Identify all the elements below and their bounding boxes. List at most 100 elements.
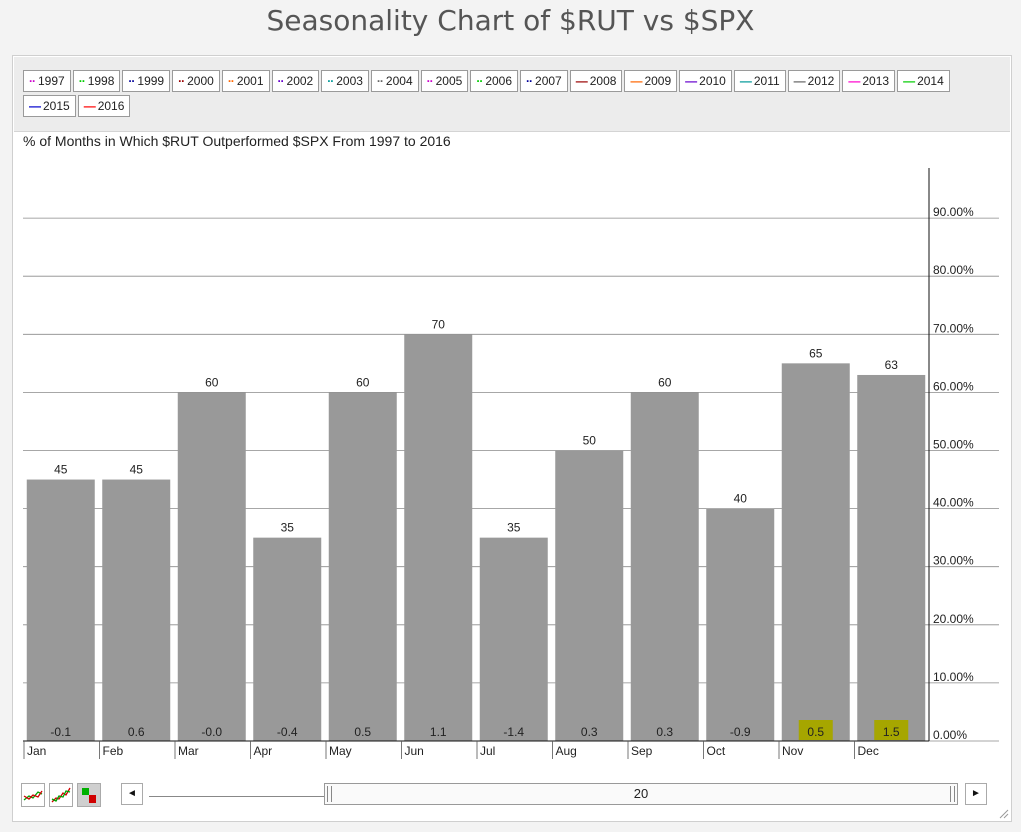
- bar-value-label: 50: [583, 434, 597, 448]
- bottom-label-highlight: [874, 720, 909, 740]
- legend-item-1998[interactable]: ·· 1998: [72, 70, 121, 92]
- bar-value-label: 60: [356, 375, 370, 389]
- legend-item-2000[interactable]: ·· 2000: [172, 70, 220, 92]
- legend-item-2016[interactable]: —2016: [77, 95, 131, 117]
- page-title: Seasonality Chart of $RUT vs $SPX: [266, 4, 755, 37]
- legend-swatch-icon: ··: [327, 74, 334, 88]
- legend-swatch-icon: —: [793, 74, 806, 88]
- legend-swatch-icon: —: [630, 74, 642, 88]
- legend-item-2001[interactable]: ·· 2001: [221, 70, 270, 92]
- x-tick-label: Sep: [631, 744, 653, 758]
- legend-item-2015[interactable]: —2015: [23, 95, 76, 117]
- bars: 45 -0.1 45 0.6 60 -0.0 35 -0.4 60 0.5 70 1.1 35 -1.4 5…: [26, 317, 926, 741]
- scroll-track[interactable]: [149, 796, 325, 797]
- legend-item-1999[interactable]: ·· 1999: [122, 70, 171, 92]
- x-tick-label: Nov: [782, 744, 803, 758]
- chart-toolbar: ◄ 20 ►: [21, 779, 1001, 811]
- legend-label: 2016: [97, 99, 125, 113]
- legend-item-2012[interactable]: —2012: [787, 70, 841, 92]
- legend-swatch-icon: ··: [227, 74, 235, 88]
- resize-grip-icon[interactable]: [999, 809, 1009, 819]
- x-tick-label: Jun: [405, 744, 424, 758]
- legend-item-2010[interactable]: —2010: [679, 70, 732, 92]
- bar-dec: [857, 374, 926, 741]
- legend-label: 2013: [862, 74, 890, 88]
- y-tick-label: 80.00%: [933, 263, 974, 277]
- x-tick-label: Feb: [103, 744, 124, 758]
- y-tick-label: 0.00%: [933, 728, 967, 742]
- bar-value-label: 45: [130, 463, 144, 477]
- legend-label: 2014: [917, 74, 944, 88]
- legend-swatch-icon: ··: [78, 74, 86, 88]
- y-tick-label: 60.00%: [933, 379, 974, 393]
- legend-swatch-icon: ··: [128, 74, 135, 88]
- legend-item-2013[interactable]: —2013: [842, 70, 896, 92]
- bar-bottom-label: -0.1: [50, 725, 71, 739]
- legend-label: 1998: [87, 74, 115, 88]
- x-tick-label: Oct: [707, 744, 726, 758]
- legend-swatch-icon: —: [685, 74, 697, 88]
- y-tick-label: 90.00%: [933, 205, 974, 219]
- x-tick-label: Jan: [27, 744, 46, 758]
- bar-jun: [404, 334, 473, 741]
- bar-chart-icon[interactable]: [77, 783, 101, 807]
- legend-items: ·· 1997 ·· 1998 ·· 1999 ·· 2000 ·· 2001 ·· 2002 ·· 20…: [23, 70, 963, 117]
- bar-value-label: 35: [507, 521, 521, 535]
- legend-swatch-icon: ··: [178, 74, 185, 88]
- legend-label: 1999: [137, 74, 165, 88]
- legend-item-1997[interactable]: ·· 1997: [23, 70, 71, 92]
- legend-item-2007[interactable]: ·· 2007: [520, 70, 568, 92]
- bar-bottom-label: 0.3: [656, 725, 673, 739]
- legend-swatch-icon: —: [739, 74, 752, 88]
- legend-item-2008[interactable]: —2008: [569, 70, 623, 92]
- legend-item-2011[interactable]: —2011: [733, 70, 786, 92]
- bar-bottom-label: 0.5: [807, 725, 824, 739]
- bar-bottom-label: 1.1: [430, 725, 447, 739]
- legend-swatch-icon: ··: [526, 74, 533, 88]
- candle-chart-icon[interactable]: [49, 783, 73, 807]
- bar-sep: [630, 392, 699, 741]
- y-tick-label: 40.00%: [933, 496, 974, 510]
- legend: ·· 1997 ·· 1998 ·· 1999 ·· 2000 ·· 2001 ·· 2002 ·· 20…: [14, 57, 1010, 132]
- legend-label: 2003: [336, 74, 363, 88]
- bar-nov: [781, 363, 850, 741]
- chart-subtitle: % of Months in Which $RUT Outperformed $…: [23, 133, 451, 149]
- bar-bottom-label: 0.3: [581, 725, 598, 739]
- legend-label: 2007: [535, 74, 562, 88]
- legend-item-2014[interactable]: —2014: [897, 70, 950, 92]
- legend-label: 2011: [753, 74, 780, 88]
- bar-aug: [555, 450, 624, 741]
- y-tick-label: 70.00%: [933, 321, 974, 335]
- bar-bottom-label: 1.5: [883, 725, 900, 739]
- y-axis: 0.00% 10.00% 20.00% 30.00% 40.00% 50.00% 60.00…: [23, 168, 974, 742]
- bar-bottom-label: -1.4: [503, 725, 524, 739]
- legend-label: 2012: [807, 74, 835, 88]
- legend-item-2004[interactable]: ·· 2004: [370, 70, 419, 92]
- scroll-left-button[interactable]: ◄: [121, 783, 143, 805]
- legend-label: 2004: [385, 74, 413, 88]
- bar-value-label: 63: [885, 358, 899, 372]
- y-tick-label: 50.00%: [933, 438, 974, 452]
- scroll-right-button[interactable]: ►: [965, 783, 987, 805]
- bar-may: [328, 392, 397, 741]
- legend-item-2005[interactable]: ·· 2005: [420, 70, 469, 92]
- bar-value-label: 70: [432, 317, 446, 331]
- bar-oct: [706, 508, 775, 741]
- x-tick-label: Apr: [254, 744, 273, 758]
- scroll-thumb[interactable]: 20: [324, 783, 958, 805]
- line-chart-icon[interactable]: [21, 783, 45, 807]
- bar-apr: [253, 537, 322, 741]
- legend-swatch-icon: —: [575, 74, 588, 88]
- legend-label: 2008: [589, 74, 617, 88]
- legend-swatch-icon: ··: [29, 74, 36, 88]
- legend-label: 2010: [699, 74, 726, 88]
- bar-value-label: 45: [54, 463, 68, 477]
- legend-swatch-icon: ··: [426, 74, 434, 88]
- x-tick-label: Mar: [178, 744, 199, 758]
- legend-item-2003[interactable]: ·· 2003: [321, 70, 369, 92]
- legend-label: 2005: [435, 74, 463, 88]
- legend-item-2009[interactable]: —2009: [624, 70, 678, 92]
- legend-item-2006[interactable]: ·· 2006: [470, 70, 519, 92]
- legend-item-2002[interactable]: ·· 2002: [271, 70, 320, 92]
- legend-label: 2009: [644, 74, 672, 88]
